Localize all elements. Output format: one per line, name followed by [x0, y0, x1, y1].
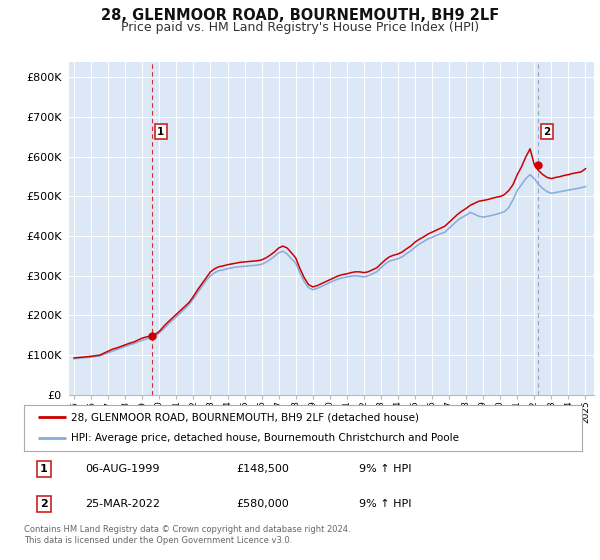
- Text: 06-AUG-1999: 06-AUG-1999: [85, 464, 160, 474]
- Text: 1: 1: [40, 464, 47, 474]
- Text: £148,500: £148,500: [236, 464, 289, 474]
- Text: 28, GLENMOOR ROAD, BOURNEMOUTH, BH9 2LF: 28, GLENMOOR ROAD, BOURNEMOUTH, BH9 2LF: [101, 8, 499, 24]
- Text: Contains HM Land Registry data © Crown copyright and database right 2024.
This d: Contains HM Land Registry data © Crown c…: [24, 525, 350, 545]
- Text: Price paid vs. HM Land Registry's House Price Index (HPI): Price paid vs. HM Land Registry's House …: [121, 21, 479, 34]
- Text: 9% ↑ HPI: 9% ↑ HPI: [359, 499, 412, 509]
- Text: 1: 1: [157, 127, 164, 137]
- Text: 2: 2: [40, 499, 47, 509]
- Text: 25-MAR-2022: 25-MAR-2022: [85, 499, 160, 509]
- Text: 9% ↑ HPI: 9% ↑ HPI: [359, 464, 412, 474]
- Text: HPI: Average price, detached house, Bournemouth Christchurch and Poole: HPI: Average price, detached house, Bour…: [71, 433, 460, 444]
- Text: £580,000: £580,000: [236, 499, 289, 509]
- Text: 2: 2: [543, 127, 550, 137]
- Text: 28, GLENMOOR ROAD, BOURNEMOUTH, BH9 2LF (detached house): 28, GLENMOOR ROAD, BOURNEMOUTH, BH9 2LF …: [71, 412, 419, 422]
